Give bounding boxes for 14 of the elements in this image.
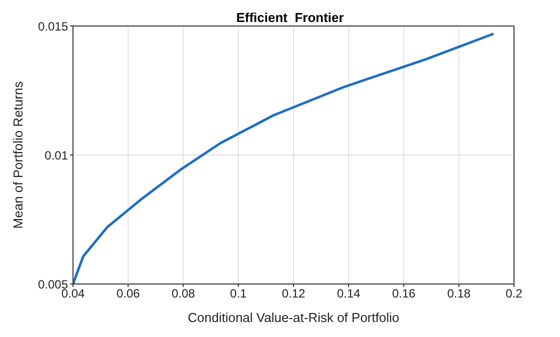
- line-series: [73, 32, 495, 284]
- x-tick-label: 0.06: [116, 286, 140, 301]
- y-tick-label: 0.015: [38, 19, 68, 34]
- x-tick-label: 0.12: [282, 286, 306, 301]
- x-tick-label: 0.08: [172, 286, 196, 301]
- x-axis-title: Conditional Value-at-Risk of Portfolio: [188, 310, 400, 325]
- x-tick-label: 0.2: [506, 286, 523, 301]
- x-tick-label: 0.14: [336, 286, 361, 301]
- chart-title: Efficient Frontier: [235, 10, 345, 25]
- y-tick-label: 0.01: [44, 148, 68, 162]
- x-tick-label: 0.1: [230, 286, 248, 301]
- y-axis-title: Mean of Portfolio Returns: [10, 80, 26, 229]
- x-tick-label: 0.18: [447, 286, 471, 301]
- x-tick-label: 0.16: [392, 286, 416, 301]
